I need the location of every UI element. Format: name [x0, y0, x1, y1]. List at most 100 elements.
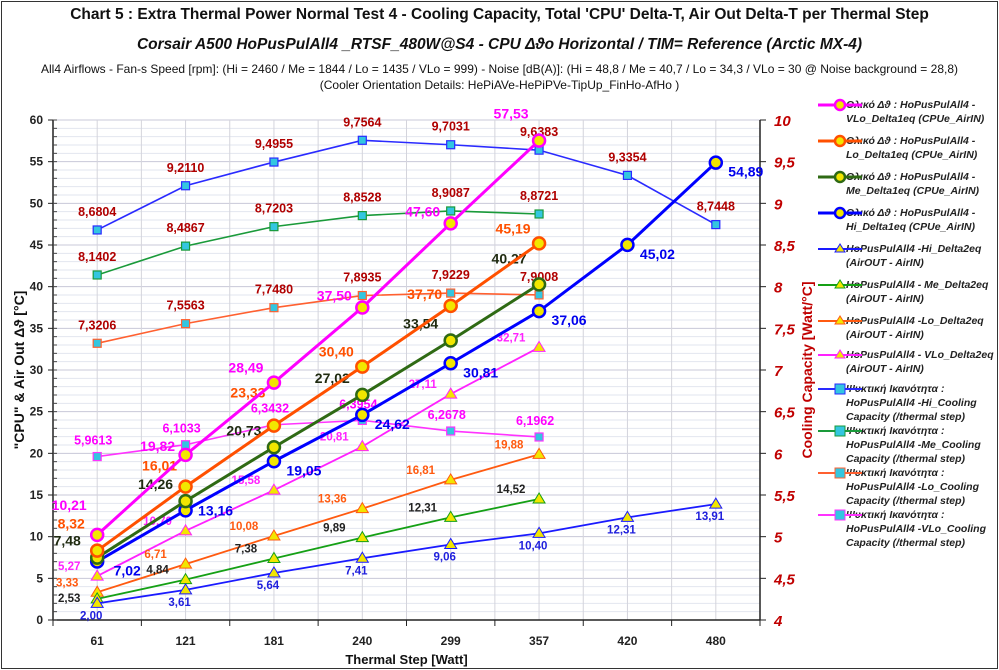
- legend-label: Ολικό Δϑ : HoPusPulAll4 - Hi_Delta1eq (C…: [846, 207, 976, 233]
- data-point-circle: [89, 543, 105, 558]
- series-line: [96, 139, 717, 231]
- right-axis-tick-label: 5: [774, 530, 783, 547]
- data-point-circle: [708, 155, 724, 170]
- legend-item: Ολικό Δϑ : HoPusPulAll4 - Hi_Delta1eq (C…: [818, 206, 996, 234]
- data-label: 10,21: [52, 497, 87, 513]
- data-point-circle: [355, 407, 370, 423]
- data-label: 7,9008: [520, 270, 558, 284]
- data-point-circle: [266, 375, 282, 390]
- data-point-square: [446, 288, 456, 298]
- data-label: 2,53: [58, 593, 80, 605]
- data-label: 7,48: [54, 533, 81, 549]
- legend-square-marker-icon: [818, 383, 862, 395]
- series-line: [96, 139, 541, 537]
- data-point-square: [446, 426, 456, 436]
- data-label: 57,53: [494, 106, 529, 122]
- data-label: 20,73: [226, 422, 261, 438]
- data-point-square: [711, 220, 721, 230]
- data-point-square: [357, 135, 367, 145]
- data-label: 40,27: [492, 250, 527, 266]
- left-axis-title: "CPU" & Air Out Δϑ [°C]: [11, 291, 27, 450]
- data-label: 13,36: [318, 494, 347, 506]
- data-point-circle: [443, 356, 458, 371]
- data-label: 10,08: [230, 521, 259, 533]
- data-label: 37,06: [552, 312, 587, 328]
- data-label: 8,1402: [78, 250, 116, 264]
- legend-square-marker-icon: [818, 425, 862, 437]
- data-label: 12,31: [607, 524, 636, 536]
- data-label: 47,60: [405, 203, 440, 219]
- data-label: 6,1962: [516, 414, 554, 428]
- data-label: 7,5563: [166, 299, 204, 313]
- x-axis-title: Thermal Step [Watt]: [345, 652, 467, 667]
- data-point-triangle: [267, 483, 281, 495]
- data-label: 37,70: [407, 286, 442, 302]
- left-axis-tick-label: 45: [30, 238, 44, 252]
- x-axis-tick-label: 357: [529, 634, 549, 648]
- chart-subtitle: Corsair A500 HoPusPulAll4 _RTSF_480W@S4 …: [136, 36, 863, 53]
- data-point-triangle: [178, 582, 193, 595]
- data-point-circle: [443, 333, 458, 348]
- right-axis-tick-label: 8: [774, 280, 783, 297]
- data-point-triangle: [532, 526, 546, 538]
- data-point-square: [92, 338, 102, 348]
- left-axis-tick-label: 25: [30, 405, 44, 419]
- data-label: 3,33: [56, 577, 78, 589]
- data-label: 7,3206: [78, 318, 116, 332]
- data-label: 32,71: [497, 332, 526, 344]
- data-point-triangle: [443, 387, 458, 399]
- data-label: 24,62: [375, 416, 410, 432]
- data-point-triangle: [90, 569, 105, 581]
- legend-label: HoPusPulAll4 -Lo_Delta2eq (AirOUT - AirI…: [846, 315, 984, 341]
- legend-item: Ψυκτική Ικανότητα : HoPusPulAll4 -Hi_Coo…: [818, 382, 996, 424]
- series-line: [96, 242, 540, 552]
- data-label: 54,89: [728, 164, 763, 180]
- data-label: 6,3954: [339, 397, 377, 411]
- data-point-square: [180, 319, 191, 329]
- legend-triangle-marker-icon: [818, 349, 862, 359]
- data-point-square: [357, 211, 367, 221]
- legend-circle-marker-icon: [818, 206, 862, 220]
- legend-label: Ψυκτική Ικανότητα : HoPusPulAll4 -Hi_Coo…: [846, 383, 977, 423]
- data-point-square: [180, 440, 191, 450]
- right-axis-tick-label: 4,5: [773, 571, 796, 588]
- data-label: 10,40: [519, 540, 548, 552]
- data-point-triangle: [267, 529, 281, 541]
- data-point-triangle: [267, 551, 281, 563]
- series-line: [96, 453, 540, 594]
- data-label: 6,71: [144, 549, 167, 561]
- data-label: 8,7448: [697, 200, 735, 214]
- data-label: 3,61: [168, 597, 191, 609]
- data-label: 19,05: [286, 462, 321, 478]
- right-axis-tick-label: 9,5: [774, 155, 796, 172]
- data-point-triangle: [532, 340, 546, 352]
- data-point-circle: [178, 447, 193, 463]
- data-label: 9,89: [323, 523, 345, 535]
- data-label: 6,3432: [251, 402, 289, 416]
- data-point-square: [180, 241, 191, 251]
- chart-legend: Ολικό Δϑ : HoPusPulAll4 - VLo_Delta1eq (…: [818, 98, 996, 550]
- series-line: [96, 346, 540, 577]
- chart-info-line-2: (Cooler Orientation Details: HePiAVe-HeP…: [319, 78, 680, 92]
- data-label: 9,2110: [167, 161, 205, 175]
- legend-item: Ψυκτική Ικανότητα : HoPusPulAll4 -Me_Coo…: [818, 424, 996, 466]
- data-label: 9,06: [433, 552, 455, 564]
- data-point-square: [269, 157, 279, 167]
- data-label: 14,26: [138, 476, 173, 492]
- left-axis-tick-label: 15: [30, 488, 44, 502]
- data-point-square: [92, 225, 102, 235]
- x-axis-tick-label: 299: [441, 634, 461, 648]
- left-axis-tick-label: 20: [30, 446, 44, 460]
- data-point-circle: [266, 418, 282, 433]
- data-point-square: [534, 432, 544, 442]
- data-point-circle: [531, 236, 547, 251]
- data-point-triangle: [355, 530, 370, 543]
- data-label: 8,32: [58, 516, 85, 532]
- left-axis-tick-label: 55: [30, 155, 44, 169]
- data-point-circle: [178, 493, 193, 509]
- legend-item: HoPusPulAll4 -Lo_Delta2eq (AirOUT - AirI…: [818, 314, 996, 342]
- data-point-triangle: [178, 523, 193, 536]
- x-axis-tick-label: 61: [91, 634, 105, 648]
- data-label: 7,38: [235, 544, 258, 556]
- data-point-square: [446, 206, 456, 216]
